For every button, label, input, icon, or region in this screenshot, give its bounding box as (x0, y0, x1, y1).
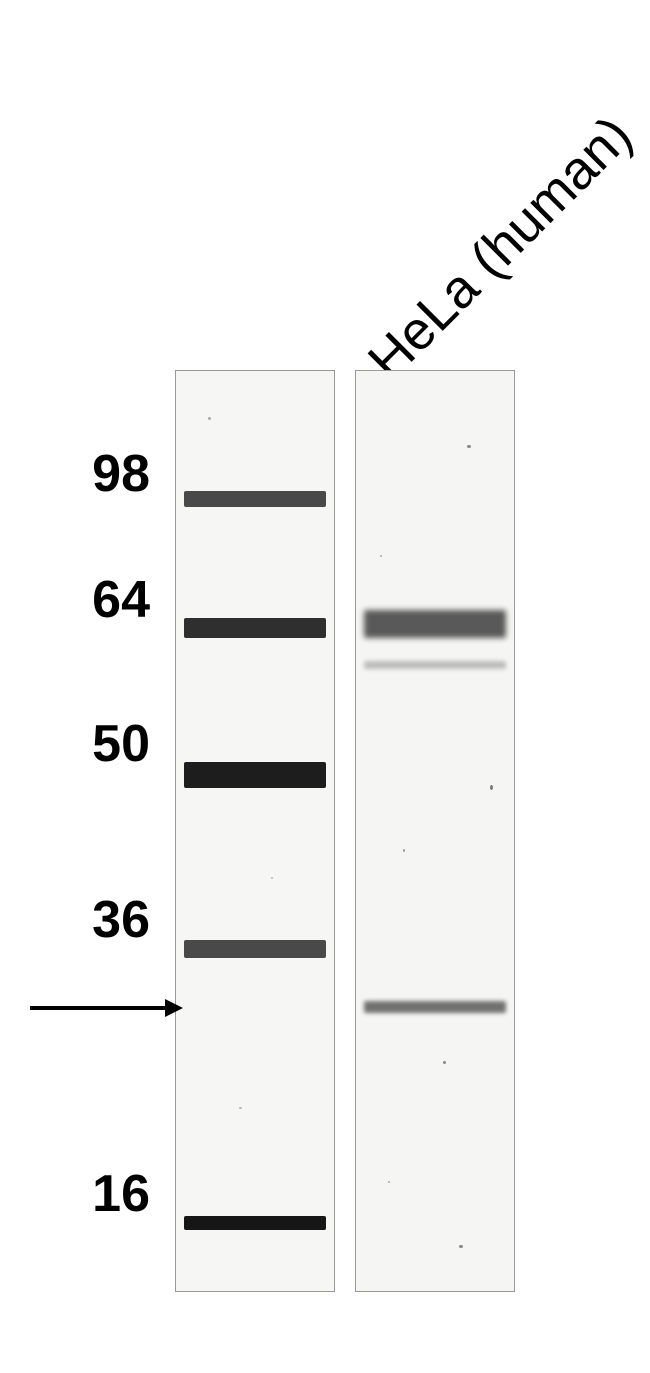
sample-speck-3 (403, 849, 405, 852)
mw-label-50: 50 (0, 714, 150, 774)
sample-band-2 (364, 1001, 506, 1013)
sample-speck-1 (380, 555, 382, 557)
marker-band-2 (184, 762, 326, 788)
marker-speck-0 (208, 417, 211, 420)
marker-band-0 (184, 491, 326, 507)
mw-label-16: 16 (0, 1164, 150, 1224)
sample-band-0 (364, 610, 506, 638)
sample-lane-label: HeLa (human) (356, 104, 644, 392)
mw-label-36: 36 (0, 890, 150, 950)
sample-speck-5 (388, 1181, 390, 1183)
mw-label-64: 64 (0, 570, 150, 630)
western-blot-figure: HeLa (human) 98 64 50 36 16 (0, 0, 650, 1373)
sample-speck-6 (459, 1245, 463, 1248)
target-band-arrow (30, 990, 183, 1026)
marker-band-4 (184, 1216, 326, 1230)
sample-lane (355, 370, 515, 1292)
marker-band-1 (184, 618, 326, 638)
sample-speck-4 (443, 1061, 446, 1064)
marker-speck-1 (271, 877, 273, 879)
marker-speck-2 (239, 1107, 242, 1109)
sample-band-1 (364, 661, 506, 669)
marker-lane (175, 370, 335, 1292)
marker-band-3 (184, 940, 326, 958)
mw-label-98: 98 (0, 444, 150, 504)
sample-speck-0 (467, 445, 471, 448)
sample-speck-2 (490, 785, 493, 790)
